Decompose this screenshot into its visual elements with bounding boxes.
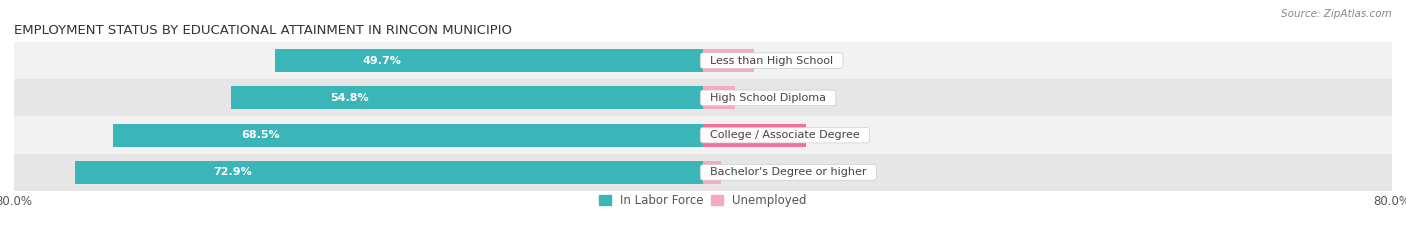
Text: Source: ZipAtlas.com: Source: ZipAtlas.com xyxy=(1281,9,1392,19)
Text: Bachelor's Degree or higher: Bachelor's Degree or higher xyxy=(703,168,873,177)
Text: EMPLOYMENT STATUS BY EDUCATIONAL ATTAINMENT IN RINCON MUNICIPIO: EMPLOYMENT STATUS BY EDUCATIONAL ATTAINM… xyxy=(14,24,512,37)
Bar xyxy=(276,49,703,72)
Text: High School Diploma: High School Diploma xyxy=(703,93,832,103)
Text: 68.5%: 68.5% xyxy=(242,130,280,140)
Bar xyxy=(75,161,703,184)
Text: 12.0%: 12.0% xyxy=(815,130,851,140)
Text: 49.7%: 49.7% xyxy=(363,56,402,65)
Text: College / Associate Degree: College / Associate Degree xyxy=(703,130,866,140)
Text: 5.9%: 5.9% xyxy=(762,56,790,65)
Legend: In Labor Force, Unemployed: In Labor Force, Unemployed xyxy=(595,190,811,212)
Bar xyxy=(14,42,1392,79)
Bar xyxy=(703,161,721,184)
Text: 2.1%: 2.1% xyxy=(730,168,758,177)
Bar xyxy=(112,123,703,147)
Text: 54.8%: 54.8% xyxy=(330,93,368,103)
Text: 3.7%: 3.7% xyxy=(744,93,772,103)
Text: 72.9%: 72.9% xyxy=(212,168,252,177)
Bar xyxy=(231,86,703,110)
Bar xyxy=(703,123,807,147)
Bar xyxy=(703,49,754,72)
Text: Less than High School: Less than High School xyxy=(703,56,841,65)
Bar xyxy=(14,116,1392,154)
Bar xyxy=(14,79,1392,116)
Bar xyxy=(14,154,1392,191)
Bar xyxy=(703,86,735,110)
